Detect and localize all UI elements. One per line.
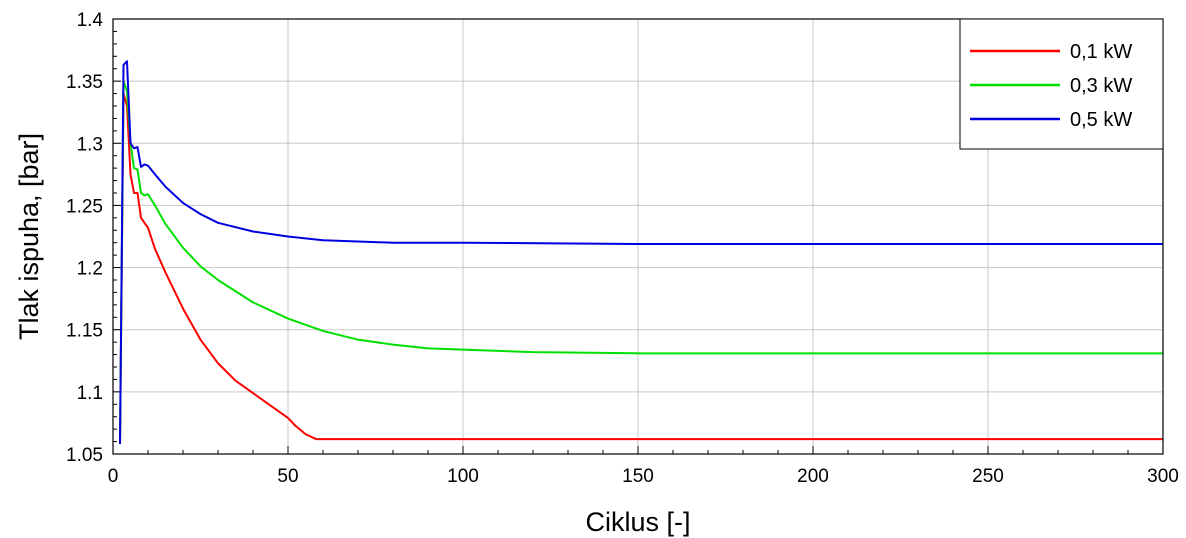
legend-label-1: 0,1 kW	[1070, 41, 1132, 63]
x-tick-label: 100	[447, 466, 479, 487]
legend-label-2: 0,3 kW	[1070, 75, 1132, 97]
y-tick-label: 1.25	[66, 196, 103, 217]
y-tick-label: 1.05	[66, 445, 103, 466]
series-line-2	[119, 80, 1163, 445]
x-tick-label: 250	[972, 466, 1004, 487]
series-line-3	[119, 60, 1163, 445]
x-tick-label: 150	[622, 466, 654, 487]
x-tick-label: 50	[277, 466, 298, 487]
x-tick-label: 200	[797, 466, 829, 487]
legend: 0,1 kW 0,3 kW 0,5 kW	[959, 18, 1164, 150]
y-tick-labels: 1.05 1.1 1.15 1.2 1.25 1.3 1.35 1.4	[66, 10, 103, 466]
y-tick-label: 1.35	[66, 72, 103, 93]
x-tick-label: 0	[108, 466, 119, 487]
y-tick-label: 1.3	[77, 134, 103, 155]
series-line-1	[119, 92, 1163, 445]
series-group	[119, 60, 1163, 445]
y-tick-label: 1.15	[66, 321, 103, 342]
x-tick-labels: 0 50 100 150 200 250 300	[108, 466, 1179, 487]
x-axis-title: Ciklus [-]	[585, 507, 690, 537]
x-tick-label: 300	[1147, 466, 1179, 487]
y-tick-label: 1.1	[77, 383, 103, 404]
legend-label-3: 0,5 kW	[1070, 109, 1132, 131]
y-tick-label: 1.4	[77, 10, 104, 31]
y-tick-label: 1.2	[77, 259, 103, 280]
plot-frame	[112, 18, 1164, 455]
y-axis-title: Tlak ispuha, [bar]	[14, 133, 44, 340]
